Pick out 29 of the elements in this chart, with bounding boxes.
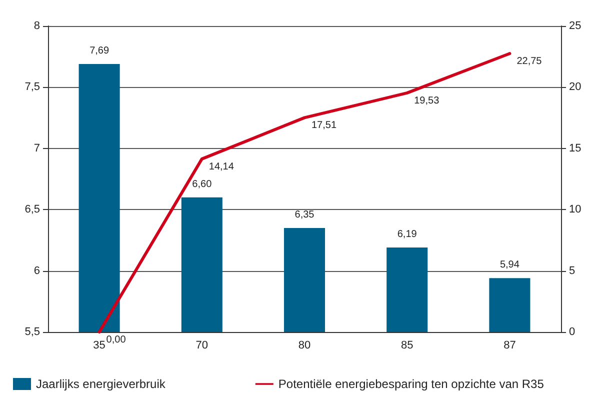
- y-tick-label: 7: [34, 142, 40, 154]
- y2-tick-label: 10: [569, 204, 582, 216]
- y2-tick-label: 20: [569, 81, 582, 94]
- data-label: 0,00: [106, 334, 126, 346]
- y2-tick-label: 5: [569, 264, 576, 277]
- x-tick-label: 85: [400, 340, 414, 352]
- data-label: 14,14: [208, 161, 234, 172]
- x-tick-label: 70: [196, 340, 208, 352]
- data-label: 19,53: [414, 95, 440, 106]
- y-tick-label: 6: [34, 264, 40, 277]
- data-label: 6,60: [192, 178, 212, 190]
- y2-tick-label: 15: [569, 142, 582, 154]
- data-label: 17,51: [312, 120, 337, 132]
- y2-tick-label: 25: [569, 20, 582, 32]
- y-tick-label: 8: [34, 20, 40, 32]
- legend-label: Jaarlijks energieverbruik: [36, 377, 166, 391]
- data-label: 7,69: [90, 45, 110, 56]
- x-tick-label: 87: [504, 340, 516, 352]
- data-label: 22,75: [516, 56, 542, 68]
- x-tick-label: 35: [93, 340, 106, 352]
- y-tick-label: 7,5: [24, 81, 40, 94]
- y2-tick-label: 0: [569, 326, 576, 338]
- y-tick-label: 6,5: [24, 204, 40, 216]
- y-tick-label: 5,5: [24, 326, 40, 338]
- data-label: 6,35: [294, 209, 315, 220]
- data-label: 5,94: [500, 260, 520, 271]
- legend-label: Potentiële energiebesparing ten opzichte van R35: [278, 377, 544, 391]
- data-label: 6,19: [397, 229, 418, 240]
- x-tick-label: 80: [298, 340, 311, 352]
